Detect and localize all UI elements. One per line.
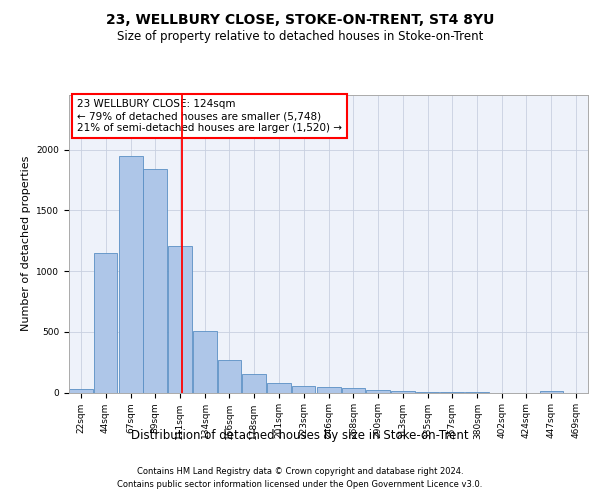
Bar bbox=[268, 383, 291, 392]
Bar bbox=[143, 169, 167, 392]
Bar bbox=[168, 246, 191, 392]
Bar bbox=[119, 156, 143, 392]
Text: 23, WELLBURY CLOSE, STOKE-ON-TRENT, ST4 8YU: 23, WELLBURY CLOSE, STOKE-ON-TRENT, ST4 … bbox=[106, 12, 494, 26]
Text: Contains HM Land Registry data © Crown copyright and database right 2024.: Contains HM Land Registry data © Crown c… bbox=[137, 467, 463, 476]
Text: Size of property relative to detached houses in Stoke-on-Trent: Size of property relative to detached ho… bbox=[117, 30, 483, 43]
Y-axis label: Number of detached properties: Number of detached properties bbox=[21, 156, 31, 332]
Bar bbox=[94, 253, 118, 392]
Bar bbox=[193, 330, 217, 392]
Bar bbox=[242, 374, 266, 392]
Text: Contains public sector information licensed under the Open Government Licence v3: Contains public sector information licen… bbox=[118, 480, 482, 489]
Bar bbox=[391, 390, 415, 392]
Bar bbox=[317, 387, 341, 392]
Bar bbox=[539, 390, 563, 392]
Text: Distribution of detached houses by size in Stoke-on-Trent: Distribution of detached houses by size … bbox=[131, 430, 469, 442]
Bar bbox=[366, 390, 389, 392]
Text: 23 WELLBURY CLOSE: 124sqm
← 79% of detached houses are smaller (5,748)
21% of se: 23 WELLBURY CLOSE: 124sqm ← 79% of detac… bbox=[77, 100, 342, 132]
Bar bbox=[292, 386, 316, 392]
Bar bbox=[218, 360, 241, 392]
Bar bbox=[69, 389, 93, 392]
Bar bbox=[341, 388, 365, 392]
